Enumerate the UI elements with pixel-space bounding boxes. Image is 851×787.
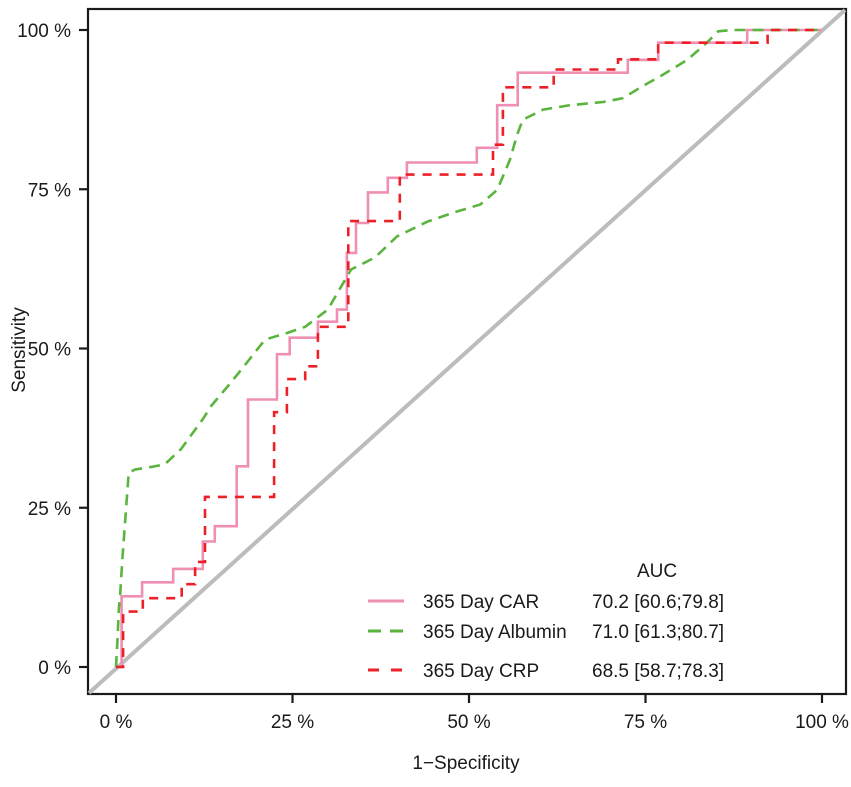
y-axis-title: Sensitivity [9,307,30,393]
x-tick-label: 100 % [795,712,849,733]
reference-diagonal [87,8,847,695]
chance-diagonal-line [87,8,847,695]
legend-series-label: 365 Day CRP [423,661,539,682]
x-axis-title: 1−Specificity [412,753,520,774]
x-tick-label: 25 % [271,712,314,733]
y-tick-label: 75 % [28,180,71,201]
legend-auc-value: 68.5 [58.7;78.3] [592,661,724,682]
roc-curve-365-day-car [116,28,822,669]
x-tick-label: 0 % [100,712,133,733]
axis-ticks: 0 % 25 % 50 % 75 % 100 % 0 % 25 % 50 % 75 % 100 % [17,21,849,733]
legend-series-label: 365 Day Albumin [423,622,567,643]
plot-border [86,7,848,696]
y-tick-label: 100 % [17,21,71,42]
roc-curve-365-day-albumin [114,28,822,668]
roc-curves [114,28,822,669]
x-tick-label: 75 % [624,712,667,733]
y-tick-label: 0 % [38,658,71,679]
legend-auc-header: AUC [637,561,677,582]
legend-series-label: 365 Day CAR [423,592,539,613]
legend-auc-value: 71.0 [61.3;80.7] [592,622,724,643]
y-tick-label: 50 % [28,340,71,361]
x-tick-label: 50 % [447,712,490,733]
y-tick-label: 25 % [28,499,71,520]
legend-auc-value: 70.2 [60.6;79.8] [592,592,724,613]
legend: 365 Day CAR 70.2 [60.6;79.8] 365 Day Album… [368,592,724,682]
